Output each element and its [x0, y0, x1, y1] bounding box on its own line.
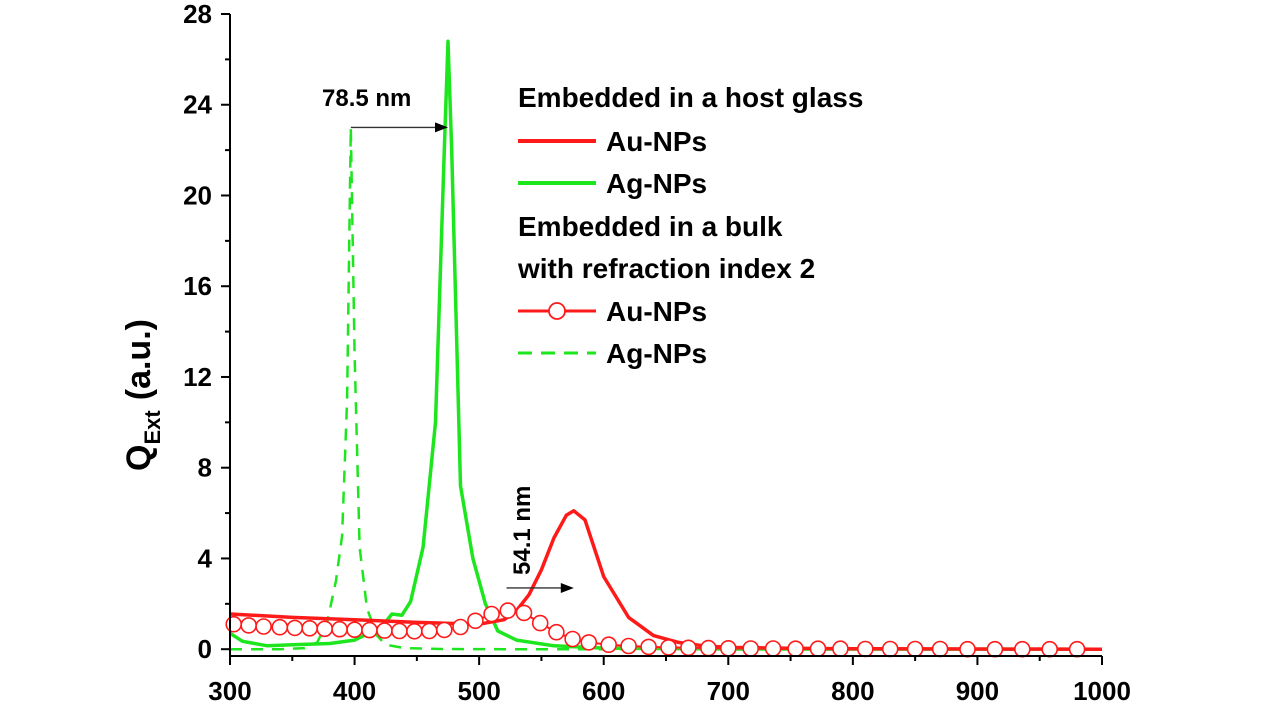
series-point-au-nps-circles	[931, 640, 949, 658]
series-point-au-nps-circles	[515, 604, 533, 622]
svg-text:QExt(a.u.): QExt (a.u.)	[120, 319, 165, 471]
y-axis-label-subscript: Ext	[140, 410, 165, 445]
series-point-au-nps-circles	[680, 639, 697, 657]
series-point-au-nps-circles	[986, 640, 1004, 658]
series-point-au-nps-circles	[881, 640, 899, 658]
series-point-au-nps-circles	[452, 618, 469, 636]
series-point-au-nps-circles	[1041, 640, 1058, 658]
series-point-au-nps-circles	[271, 618, 289, 636]
y-tick-label: 28	[183, 0, 212, 29]
legend-ag-host-label: Ag-NPs	[606, 168, 707, 199]
x-tick-label: 500	[457, 676, 500, 706]
series-point-au-nps-circles	[832, 640, 849, 658]
annotation-ag-shift: 78.5 nm	[322, 85, 411, 112]
series-point-au-nps-circles	[856, 640, 874, 658]
annotation-ag-arrow	[350, 122, 448, 133]
series-point-au-nps-circles	[787, 640, 804, 658]
plot-series-layer	[225, 39, 1103, 658]
x-tick-label: 400	[333, 676, 376, 706]
y-tick-label: 0	[198, 634, 212, 664]
legend-group-bulk-title-line1: Embedded in a bulk	[518, 211, 783, 242]
series-point-au-nps-circles	[225, 615, 242, 633]
series-point-au-nps-circles	[435, 621, 453, 639]
x-tick-label: 300	[208, 676, 251, 706]
x-tick-label: 1000	[1073, 676, 1131, 706]
series-point-au-nps-circles	[301, 619, 319, 637]
series-point-au-nps-circles	[564, 630, 581, 648]
series-point-au-nps-circles	[483, 605, 500, 623]
legend-group-bulk-title-line2: with refraction index 2	[517, 253, 815, 284]
x-tick-label: 800	[831, 676, 874, 706]
legend-au-circles-marker	[548, 302, 566, 320]
y-tick-label: 20	[183, 180, 212, 210]
series-point-au-nps-circles	[719, 639, 737, 657]
series-point-au-nps-circles	[1013, 640, 1031, 658]
series-point-au-nps-circles	[531, 614, 549, 632]
y-tick-label: 24	[183, 90, 212, 120]
series-point-au-nps-circles	[406, 622, 423, 640]
series-point-au-nps-circles	[286, 619, 304, 637]
series-point-au-nps-circles	[640, 638, 657, 656]
series-point-au-nps-circles	[548, 623, 565, 641]
legend-ag-bulk-label: Ag-NPs	[606, 338, 707, 369]
y-tick-label: 8	[198, 453, 212, 483]
series-point-au-nps-circles	[391, 622, 408, 640]
series-point-au-nps-circles	[906, 640, 924, 658]
series-point-au-nps-circles	[809, 640, 827, 658]
series-point-au-nps-circles	[255, 618, 272, 635]
y-tick-label: 12	[183, 362, 212, 392]
legend: Embedded in a host glass Au-NPs Ag-NPs E…	[517, 82, 863, 369]
series-point-au-nps-circles	[331, 620, 348, 638]
y-ticks: 0 4 8 12 16 20 24 28	[183, 0, 230, 664]
annotation-layer: 78.5 nm 54.1 nm	[322, 85, 574, 593]
series-point-au-nps-circles	[420, 622, 438, 640]
y-tick-label: 16	[183, 271, 212, 301]
y-axis-label-main: Q	[120, 445, 158, 471]
series-line-ag-nps-solid	[229, 39, 1103, 651]
annotation-au-shift-label: 54.1 nm	[509, 486, 536, 575]
series-point-au-nps-circles	[376, 622, 393, 639]
y-tick-label: 4	[198, 543, 213, 573]
y-axis-label: QExt (a.u.)	[120, 319, 165, 471]
annotation-au-shift: 54.1 nm	[509, 486, 536, 575]
x-tick-label: 700	[707, 676, 750, 706]
series-point-au-nps-circles	[764, 640, 782, 657]
annotation-arrow-head	[435, 122, 448, 133]
series-point-au-nps-circles	[742, 640, 760, 657]
series-point-au-nps-circles	[346, 621, 363, 639]
legend-group-host-glass-title: Embedded in a host glass	[518, 82, 863, 113]
axes: 300 400 500 600 700 800 900 1000 0 4 8 12 16 20 24 28	[183, 0, 1131, 706]
series-point-au-nps-circles	[700, 639, 717, 657]
x-tick-label: 600	[582, 676, 625, 706]
annotation-arrow-head	[560, 582, 574, 593]
series-point-au-nps-circles	[467, 612, 484, 630]
series-point-au-nps-circles	[240, 617, 257, 634]
series-point-au-nps-circles	[361, 621, 378, 639]
series-point-au-nps-circles	[499, 602, 517, 619]
series-point-au-nps-circles	[959, 640, 976, 658]
legend-au-bulk-label: Au-NPs	[606, 296, 707, 327]
y-axis-label-suffix: (a.u.)	[120, 319, 158, 400]
series-point-au-nps-circles	[660, 639, 677, 656]
series-point-au-nps-circles	[1068, 640, 1086, 658]
legend-au-host-label: Au-NPs	[606, 126, 707, 157]
x-ticks: 300 400 500 600 700 800 900 1000	[208, 656, 1131, 706]
series-point-au-nps-circles	[580, 634, 598, 651]
series-line-ag-nps-dashed	[230, 126, 1102, 651]
series-point-au-nps-circles	[316, 620, 334, 638]
series-point-au-nps-circles	[620, 637, 637, 655]
x-tick-label: 900	[956, 676, 999, 706]
series-point-au-nps-circles	[600, 636, 618, 654]
annotation-au-arrow	[506, 582, 574, 593]
